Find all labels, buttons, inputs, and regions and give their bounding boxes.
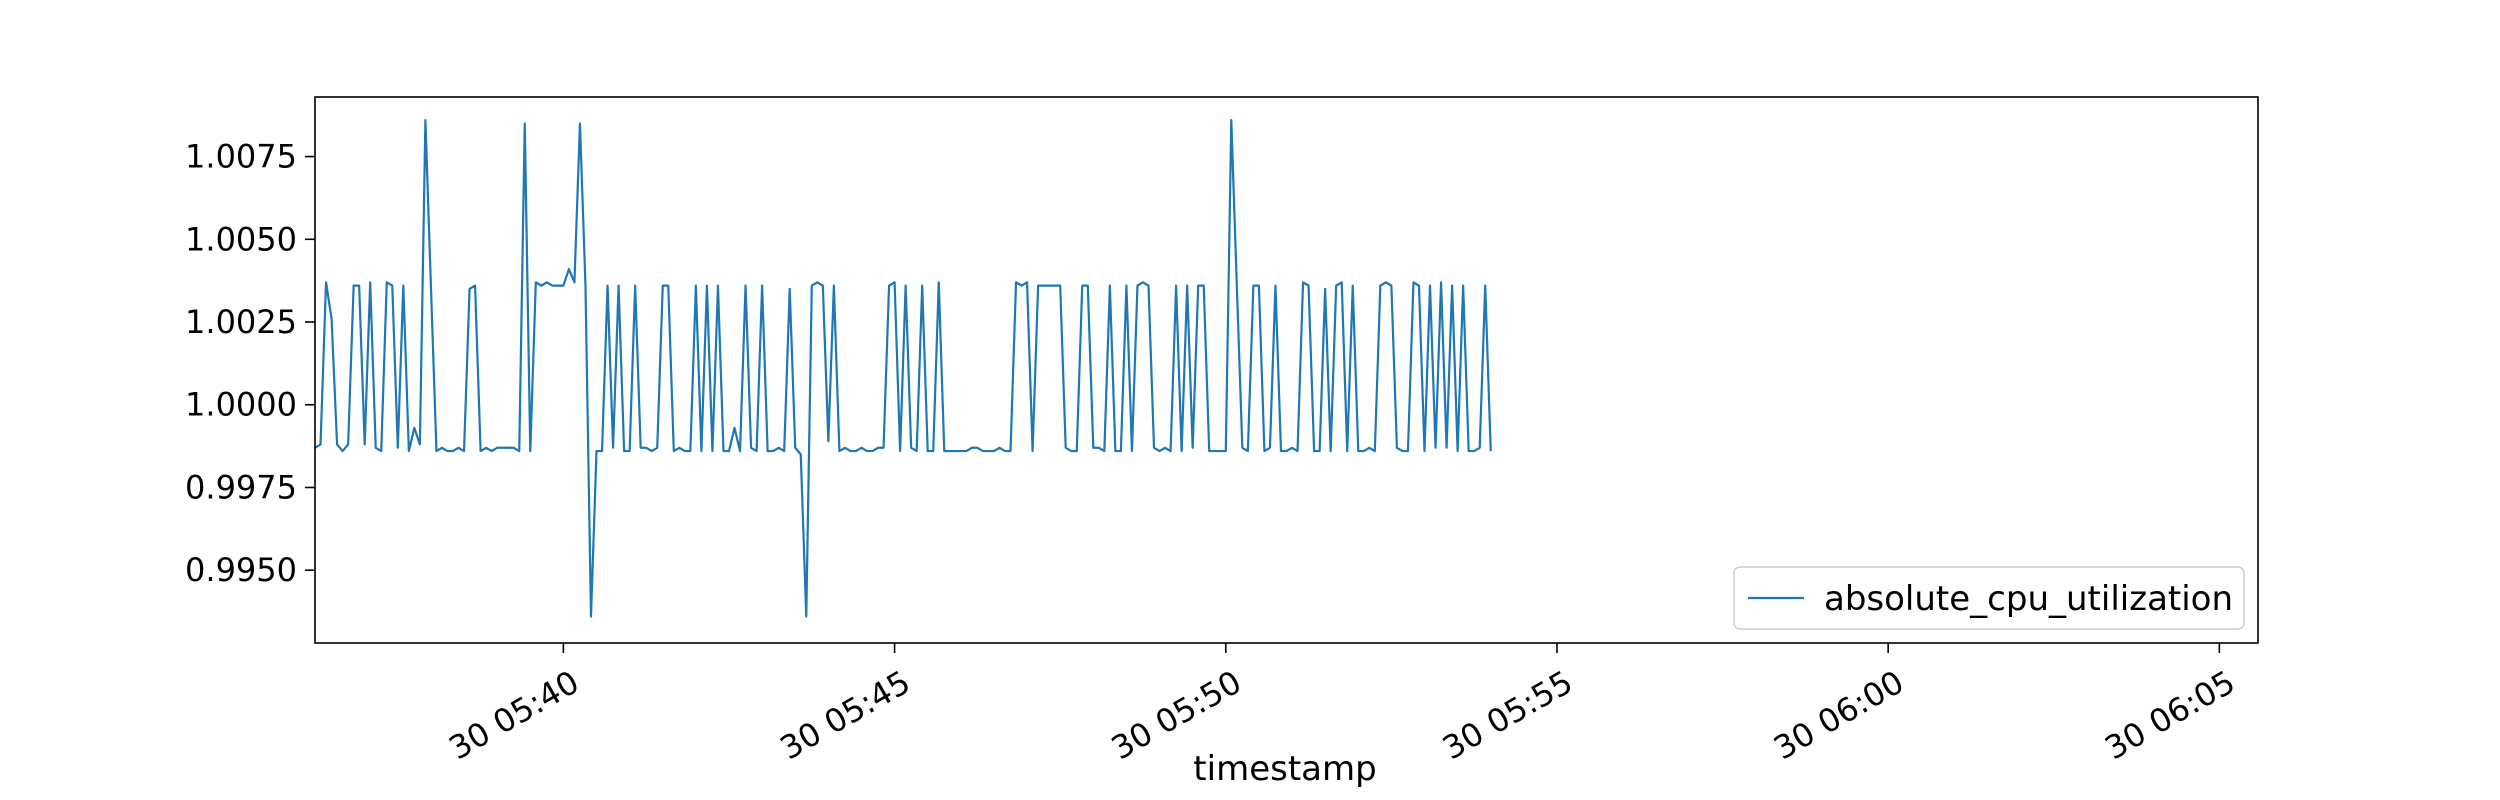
y-tick-label: 0.9975 <box>185 468 297 506</box>
y-tick-label: 1.0075 <box>185 138 297 176</box>
x-axis-title: timestamp <box>1193 749 1376 789</box>
legend-box <box>1733 566 2245 630</box>
y-tick-label: 1.0050 <box>185 220 297 258</box>
series-line-0 <box>315 119 1492 618</box>
plot-area <box>314 96 2259 644</box>
legend: absolute_cpu_utilization <box>1733 566 2245 630</box>
plot-frame <box>314 96 2259 644</box>
x-tick-label: 30 05:40 <box>442 663 585 767</box>
y-tick-label: 0.9950 <box>185 551 297 589</box>
y-axis: 0.9950 0.9975 1.0000 1.0025 1.0050 1.0075 <box>185 138 315 589</box>
y-tick-label: 1.0025 <box>185 303 297 341</box>
legend-label: absolute_cpu_utilization <box>1824 579 2233 619</box>
x-tick-label: 30 06:00 <box>1767 663 1910 767</box>
y-tick-label: 1.0000 <box>185 386 297 424</box>
x-tick-label: 30 05:45 <box>774 663 917 767</box>
x-tick-label: 30 05:55 <box>1436 663 1579 767</box>
x-tick-label: 30 06:05 <box>2098 663 2241 767</box>
